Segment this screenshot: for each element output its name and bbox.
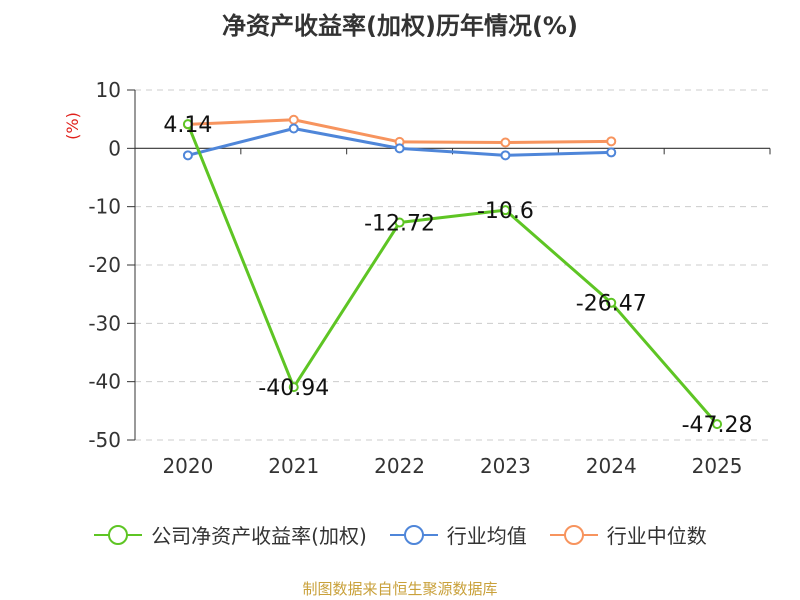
- data-point: [288, 123, 299, 134]
- data-point: [288, 114, 299, 125]
- y-tick-label: 0: [108, 136, 121, 160]
- data-point: [500, 137, 511, 148]
- data-label: 4.14: [163, 113, 212, 138]
- x-tick-label: 2025: [692, 454, 743, 478]
- x-tick-label: 2024: [586, 454, 637, 478]
- data-point: [394, 143, 405, 154]
- y-tick-label: -40: [88, 370, 121, 394]
- legend-marker-circle: [563, 524, 584, 545]
- data-point: [182, 150, 193, 161]
- data-point: [606, 136, 617, 147]
- data-point: [394, 217, 405, 228]
- data-point: [500, 150, 511, 161]
- series-line: [186, 123, 719, 426]
- legend-item[interactable]: 行业均值: [389, 520, 527, 549]
- legend-label: 公司净资产收益率(加权): [151, 524, 367, 548]
- x-tick-label: 2020: [162, 454, 213, 478]
- data-label: -26.47: [576, 292, 647, 317]
- data-point: [500, 205, 511, 216]
- data-label: -10.6: [477, 199, 534, 224]
- source-note: 制图数据来自恒生聚源数据库: [302, 580, 498, 598]
- data-point: [712, 419, 723, 430]
- y-tick-label: -20: [88, 253, 121, 277]
- data-label: -40.94: [258, 376, 329, 401]
- chart-title: 净资产收益率(加权)历年情况(%): [222, 12, 578, 40]
- data-point: [606, 297, 617, 308]
- legend-marker-circle: [403, 524, 424, 545]
- y-tick-label: -30: [88, 311, 121, 335]
- legend-item[interactable]: 行业中位数: [549, 520, 707, 549]
- data-point: [288, 382, 299, 393]
- data-point: [606, 147, 617, 158]
- y-tick-label: -10: [88, 195, 121, 219]
- data-label: -47.28: [682, 413, 753, 438]
- y-tick-label: -50: [88, 428, 121, 452]
- legend-label: 行业均值: [446, 524, 527, 548]
- data-label: -12.72: [364, 212, 435, 237]
- legend: 公司净资产收益率(加权) 行业均值 行业中位数: [0, 520, 800, 549]
- x-tick-label: 2022: [374, 454, 425, 478]
- y-tick-label: 10: [96, 78, 121, 102]
- legend-marker-circle: [108, 524, 129, 545]
- x-tick-label: 2021: [268, 454, 319, 478]
- legend-item[interactable]: 公司净资产收益率(加权): [93, 520, 367, 549]
- y-axis-label: (%): [63, 112, 82, 140]
- legend-marker-icon: [389, 524, 438, 545]
- legend-label: 行业中位数: [606, 524, 707, 548]
- legend-marker-icon: [94, 524, 143, 545]
- legend-marker-icon: [549, 524, 598, 545]
- data-point: [182, 119, 193, 130]
- x-tick-label: 2023: [480, 454, 531, 478]
